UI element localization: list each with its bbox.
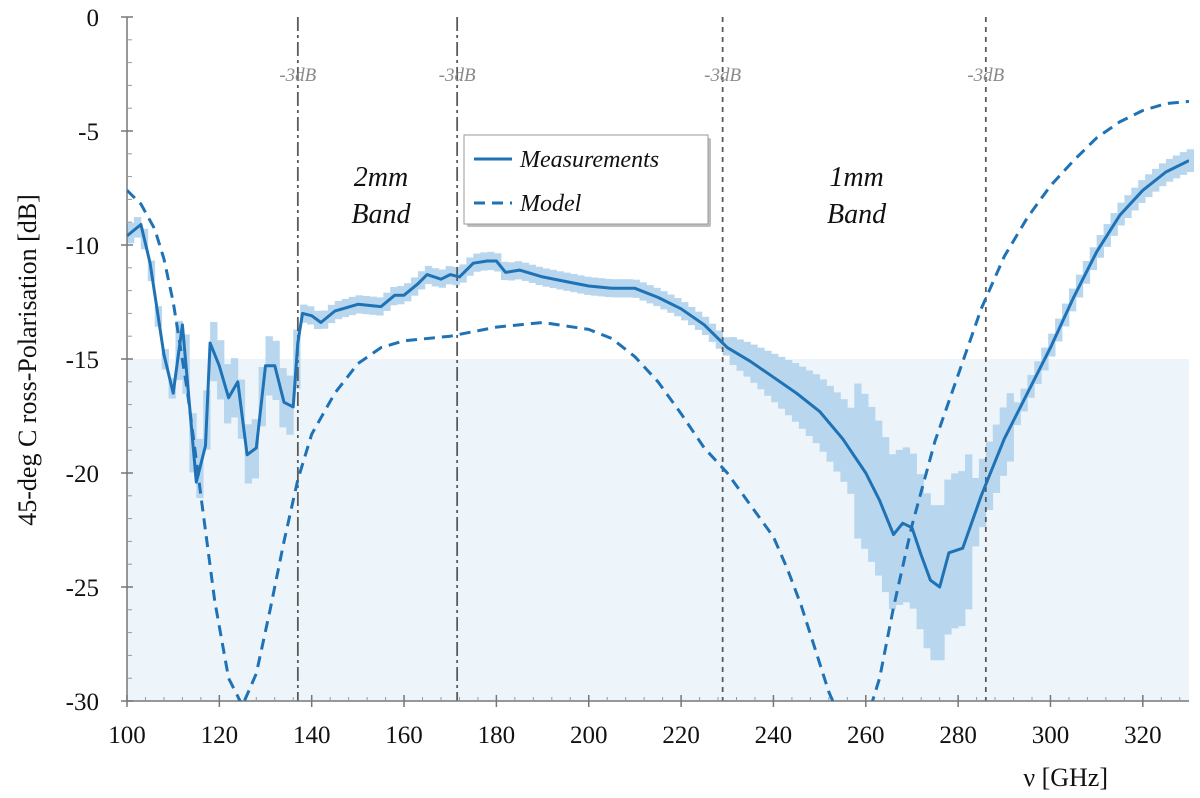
- y-tick-label: -5: [78, 119, 99, 146]
- y-axis-title: 45-deg C ross-Polarisation [dB]: [13, 194, 42, 525]
- x-tick-label: 240: [755, 722, 793, 749]
- axes: 0 -5 -10 -15 -20 -25 -30 100 120 140 160 180 200 220 2…: [66, 5, 1189, 749]
- band-annotation-line2: Band: [827, 199, 887, 230]
- model-line: [127, 99, 1189, 701]
- x-tick-label: 180: [478, 722, 516, 749]
- cutoff-label: -3dB: [704, 65, 741, 86]
- y-tick-label: -20: [66, 461, 99, 488]
- cutoff-label: -3dB: [439, 65, 476, 86]
- band-annotation-line2: Band: [351, 199, 411, 230]
- y-tick-label: -10: [66, 233, 99, 260]
- measurements-line: [127, 159, 1189, 589]
- cutoff-lines: -3dB -3dB -3dB -3dB: [279, 17, 1005, 701]
- legend: Measurements Model: [463, 134, 711, 227]
- x-tick-label: 220: [662, 722, 700, 749]
- y-tick-label: -15: [66, 347, 99, 374]
- x-tick-label: 300: [1032, 722, 1070, 749]
- uncertainty-bar: [1186, 149, 1195, 173]
- band-annotations: 2mm Band 1mm Band: [351, 162, 887, 230]
- cutoff-label: -3dB: [967, 65, 1004, 86]
- x-tick-label: 320: [1124, 722, 1162, 749]
- x-tick-label: 280: [939, 722, 977, 749]
- legend-box: [463, 134, 709, 225]
- x-tick-label: 120: [201, 722, 239, 749]
- y-tick-label: 0: [87, 5, 100, 32]
- series-lines: [127, 99, 1189, 701]
- legend-entry: Measurements: [519, 147, 659, 173]
- cutoff-label: -3dB: [279, 65, 316, 86]
- y-tick-label: -25: [66, 575, 99, 602]
- band-annotation-line1: 1mm: [829, 162, 883, 193]
- x-tick-label: 260: [847, 722, 885, 749]
- x-tick-label: 160: [385, 722, 423, 749]
- x-tick-label: 100: [108, 722, 146, 749]
- legend-entry: Model: [519, 191, 582, 217]
- x-tick-label: 200: [570, 722, 608, 749]
- x-axis-title: ν [GHz]: [1023, 763, 1108, 792]
- y-tick-label: -30: [66, 689, 99, 716]
- band-annotation-line1: 2mm: [354, 162, 408, 193]
- x-tick-label: 140: [293, 722, 331, 749]
